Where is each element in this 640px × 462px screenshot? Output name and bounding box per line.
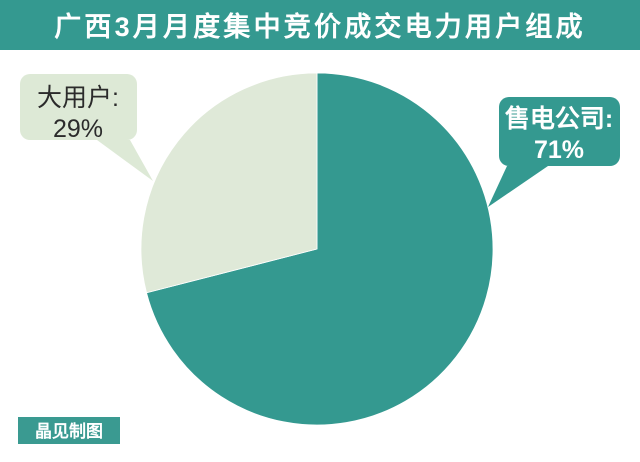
svg-text:售电公司:: 售电公司: xyxy=(505,104,613,133)
svg-text:29%: 29% xyxy=(53,115,103,143)
svg-text:大用户:: 大用户: xyxy=(37,84,119,112)
svg-text:晶见制图: 晶见制图 xyxy=(35,421,103,441)
svg-text:71%: 71% xyxy=(534,136,584,164)
